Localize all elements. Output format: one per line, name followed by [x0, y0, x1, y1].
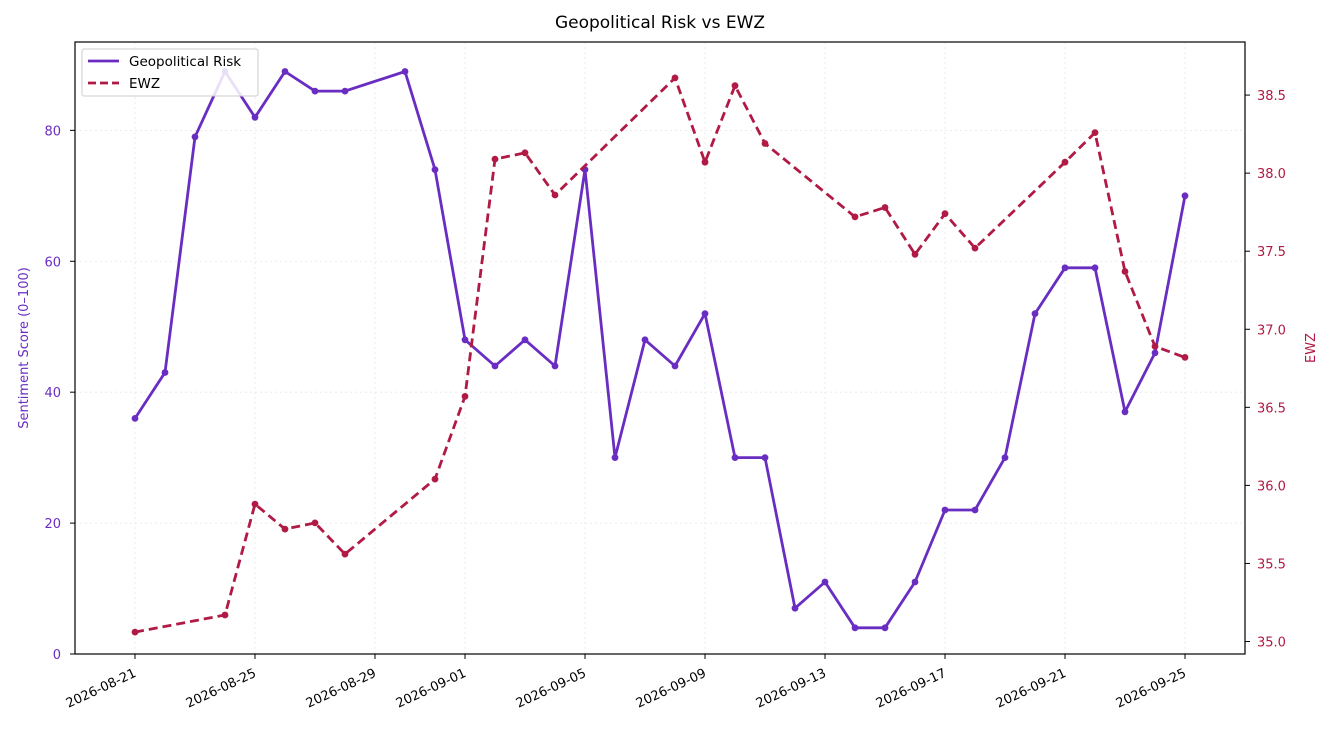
data-point-geopolitical-risk [941, 506, 949, 514]
data-point-geopolitical-risk [281, 68, 289, 75]
data-point-ewz [911, 250, 919, 258]
legend-label-ewz: EWZ [129, 76, 160, 92]
y-left-tick-label: 40 [44, 386, 61, 401]
data-point-ewz [461, 393, 469, 400]
series-layer [131, 68, 1189, 636]
x-tick-label: 2026-08-25 [184, 666, 259, 712]
axes: 2026-08-21 2026-08-25 2026-08-29 2026-09-01… [44, 89, 1286, 711]
data-point-ewz [251, 500, 259, 508]
y-right-tick-label: 35.5 [1257, 557, 1286, 572]
data-point-ewz [731, 82, 739, 90]
data-point-ewz [1061, 158, 1069, 166]
y-right-tick-label: 37.0 [1257, 323, 1286, 338]
data-point-geopolitical-risk [731, 454, 739, 461]
legend-box [81, 48, 259, 97]
data-point-geopolitical-risk [1181, 192, 1189, 200]
y-left-tick-label: 0 [53, 648, 61, 663]
legend: Geopolitical Risk EWZ [81, 48, 259, 97]
legend-label-geopolitical-risk: Geopolitical Risk [129, 54, 241, 70]
y-right-tick-label: 36.0 [1257, 479, 1286, 494]
data-point-ewz [431, 475, 439, 483]
data-point-ewz [1181, 354, 1189, 361]
data-point-ewz [1121, 268, 1129, 275]
grid [75, 42, 1245, 655]
x-tick-label: 2026-08-29 [304, 666, 379, 712]
data-point-ewz [281, 525, 289, 533]
data-point-ewz [941, 210, 949, 218]
data-point-geopolitical-risk [551, 362, 559, 370]
data-point-geopolitical-risk [401, 68, 409, 75]
x-tick-label: 2026-09-05 [514, 666, 589, 712]
data-point-ewz [881, 204, 889, 211]
data-point-ewz [1091, 129, 1099, 137]
data-point-geopolitical-risk [1121, 408, 1129, 416]
data-point-ewz [521, 149, 529, 157]
data-point-geopolitical-risk [1031, 310, 1039, 317]
data-point-ewz [971, 244, 979, 252]
y-axis-label-left: Sentiment Score (0–100) [17, 267, 32, 429]
data-point-geopolitical-risk [131, 415, 139, 422]
plot-frame [74, 41, 1246, 655]
y-right-tick-label: 37.5 [1257, 245, 1286, 260]
data-point-geopolitical-risk [1061, 264, 1069, 272]
data-point-geopolitical-risk [671, 362, 679, 370]
data-point-ewz [851, 213, 859, 221]
data-point-geopolitical-risk [521, 336, 529, 344]
data-point-ewz [1151, 343, 1159, 350]
data-point-ewz [341, 550, 349, 558]
data-point-ewz [131, 628, 139, 636]
data-point-ewz [761, 140, 769, 147]
data-point-geopolitical-risk [251, 113, 259, 121]
y-left-tick-label: 20 [44, 517, 61, 532]
y-right-tick-label: 38.5 [1257, 89, 1286, 104]
data-point-geopolitical-risk [1091, 264, 1099, 272]
data-point-ewz [671, 74, 679, 82]
x-tick-label: 2026-09-09 [634, 666, 709, 712]
x-tick-label: 2026-09-01 [394, 666, 469, 712]
data-point-geopolitical-risk [1151, 349, 1159, 357]
y-axis-label-right: EWZ [1304, 333, 1319, 363]
chart-title: Geopolitical Risk vs EWZ [555, 13, 765, 33]
y-left-tick-label: 60 [44, 255, 61, 270]
data-point-geopolitical-risk [461, 336, 469, 344]
y-left-tick-label: 80 [44, 124, 61, 139]
data-point-geopolitical-risk [1001, 454, 1009, 461]
data-point-ewz [221, 611, 229, 619]
data-point-geopolitical-risk [911, 578, 919, 586]
data-point-geopolitical-risk [641, 336, 649, 344]
y-right-tick-label: 35.0 [1257, 636, 1286, 651]
data-point-geopolitical-risk [161, 369, 169, 376]
data-point-geopolitical-risk [491, 362, 499, 370]
data-point-geopolitical-risk [971, 506, 979, 514]
data-point-geopolitical-risk [611, 454, 619, 461]
series-line-geopolitical-risk [133, 70, 1187, 630]
data-point-geopolitical-risk [791, 604, 799, 612]
data-point-ewz [701, 158, 709, 166]
data-point-geopolitical-risk [701, 310, 709, 317]
data-point-ewz [491, 155, 499, 163]
x-tick-label: 2026-08-21 [64, 666, 139, 712]
data-point-geopolitical-risk [821, 578, 829, 586]
data-point-ewz [551, 191, 559, 199]
x-tick-label: 2026-09-25 [1114, 666, 1189, 712]
data-point-geopolitical-risk [851, 624, 859, 632]
y-right-tick-label: 38.0 [1257, 167, 1286, 182]
data-point-ewz [311, 519, 319, 527]
x-tick-label: 2026-09-17 [874, 666, 949, 712]
x-tick-label: 2026-09-21 [994, 666, 1069, 712]
data-point-geopolitical-risk [191, 133, 199, 141]
x-tick-label: 2026-09-13 [754, 666, 829, 712]
data-point-geopolitical-risk [341, 87, 349, 95]
data-point-geopolitical-risk [431, 166, 439, 174]
data-point-geopolitical-risk [881, 624, 889, 632]
data-point-geopolitical-risk [761, 454, 769, 461]
y-right-tick-label: 36.5 [1257, 401, 1286, 416]
data-point-geopolitical-risk [311, 87, 319, 95]
